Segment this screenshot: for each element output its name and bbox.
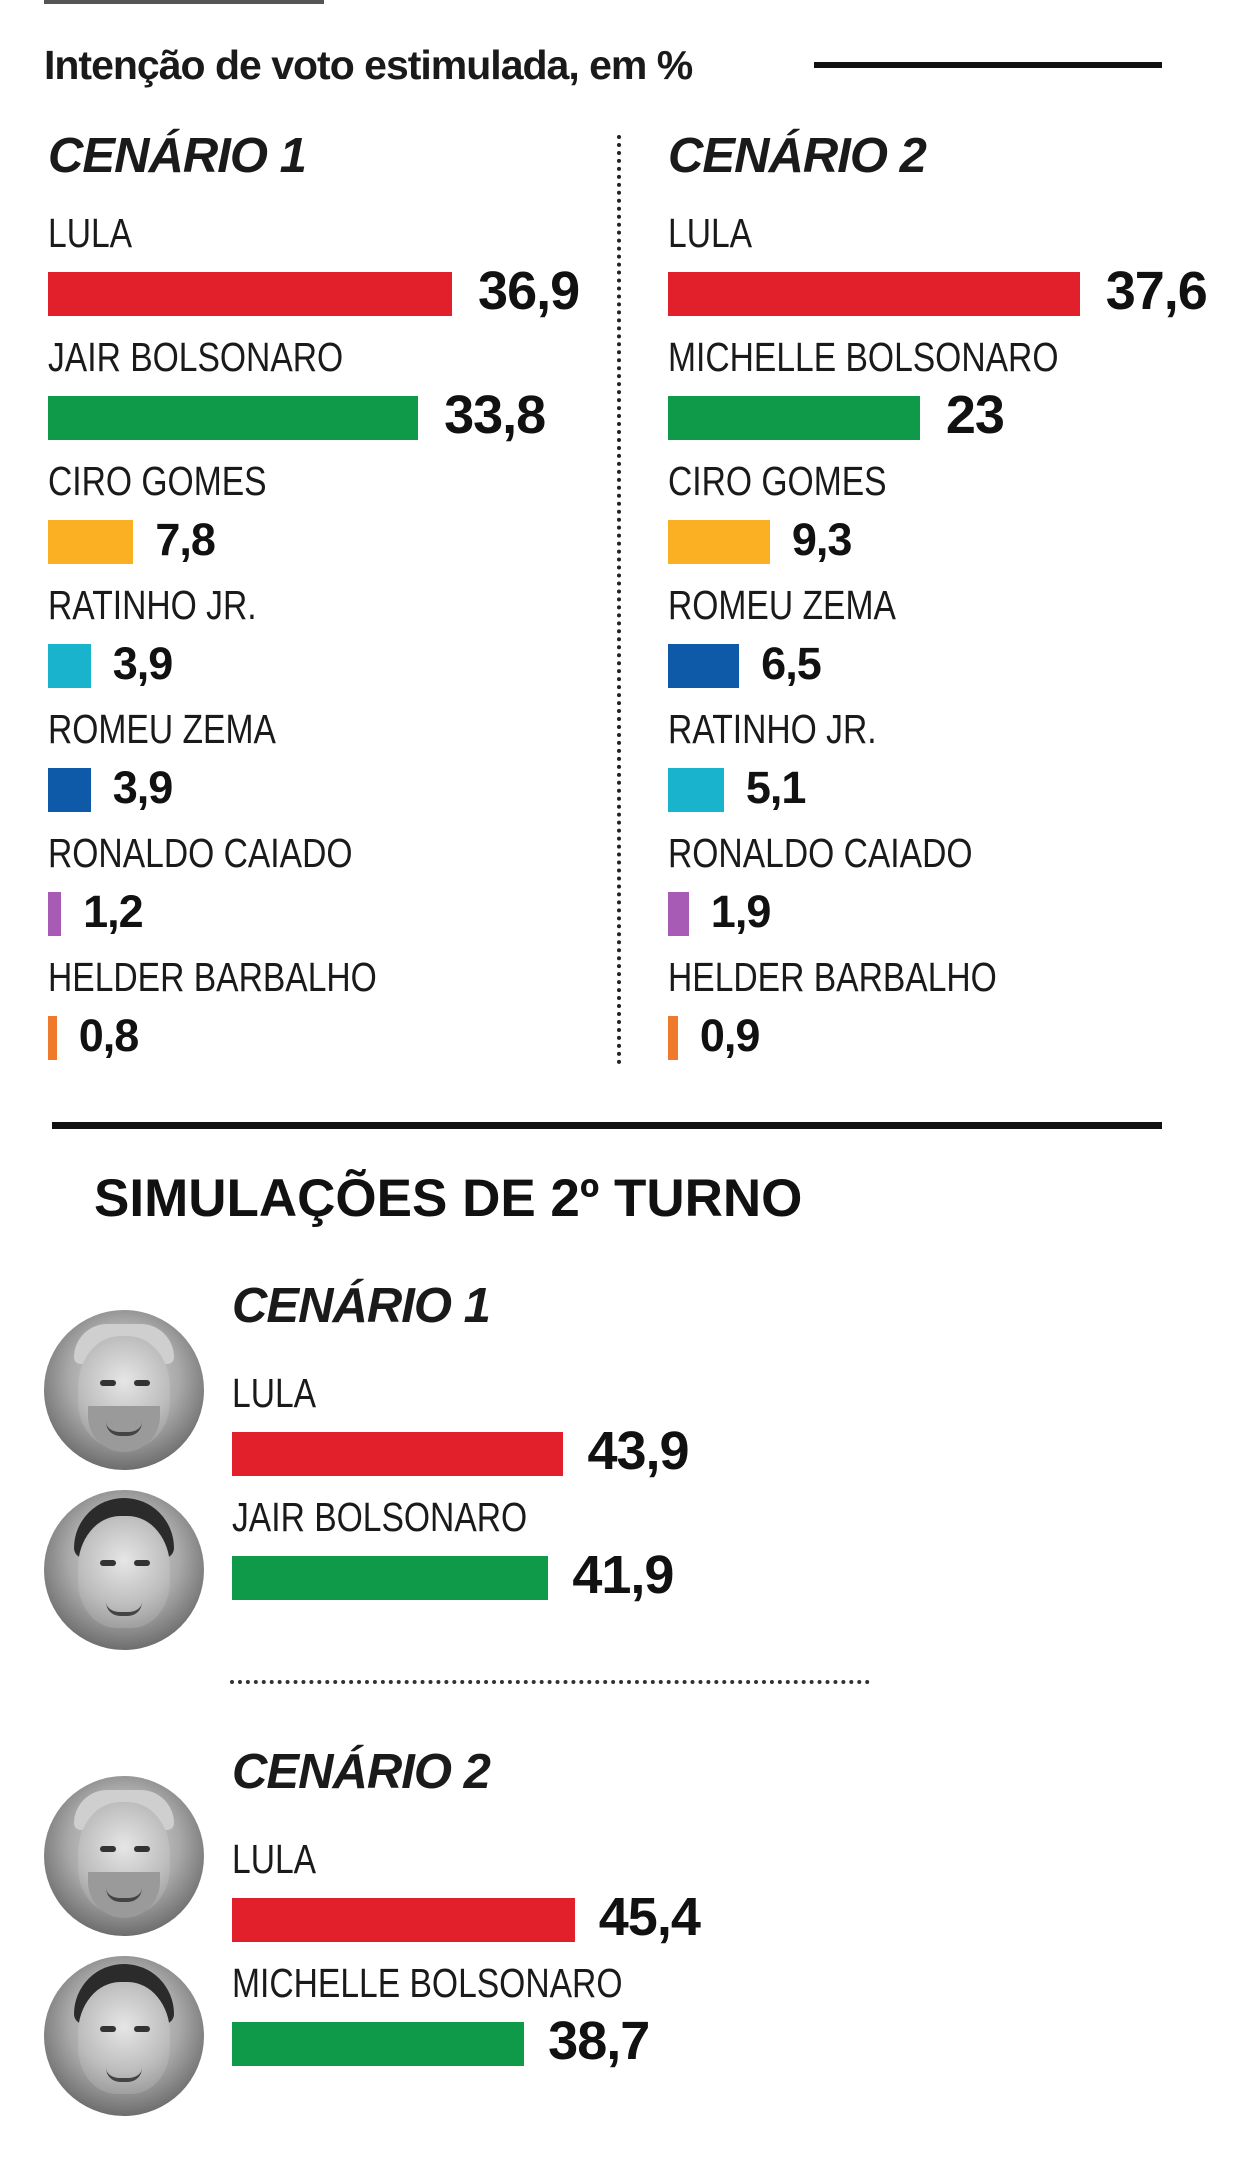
value-label: 23 bbox=[945, 385, 1005, 445]
avatar-eye bbox=[100, 1846, 116, 1852]
bar bbox=[48, 272, 453, 316]
bar bbox=[232, 1432, 564, 1476]
candidate-name: LULA bbox=[668, 210, 753, 256]
bar bbox=[48, 1016, 57, 1060]
scenario-title: CENÁRIO 1 bbox=[48, 129, 307, 183]
avatar-eye bbox=[134, 1560, 150, 1566]
candidate-name: HELDER BARBALHO bbox=[668, 954, 997, 1000]
candidate-name: ROMEU ZEMA bbox=[668, 582, 896, 628]
bar bbox=[232, 1898, 575, 1942]
candidate-name: RATINHO JR. bbox=[48, 582, 257, 628]
avatar-mouth bbox=[106, 1602, 142, 1616]
subtitle-rule bbox=[814, 62, 1162, 68]
avatar-eye bbox=[100, 1560, 116, 1566]
bar bbox=[48, 768, 91, 812]
avatar-eye bbox=[134, 1846, 150, 1852]
value-label: 36,9 bbox=[478, 261, 580, 321]
bar bbox=[668, 1016, 678, 1060]
value-label: 9,3 bbox=[791, 514, 853, 565]
section-rule bbox=[52, 1122, 1162, 1129]
lula-photo-icon bbox=[44, 1776, 204, 1936]
bar bbox=[668, 768, 724, 812]
bar bbox=[232, 2022, 525, 2066]
candidate-name: LULA bbox=[48, 210, 133, 256]
candidate-name: HELDER BARBALHO bbox=[48, 954, 377, 1000]
avatar-eye bbox=[100, 2026, 116, 2032]
bar bbox=[668, 892, 689, 936]
avatar-eye bbox=[100, 1380, 116, 1386]
value-label: 3,9 bbox=[112, 638, 174, 689]
value-label: 43,9 bbox=[587, 1421, 689, 1481]
bar bbox=[232, 1556, 549, 1600]
value-label: 0,9 bbox=[699, 1010, 761, 1061]
avatar-mouth bbox=[106, 1888, 142, 1902]
runoff-scenario-title: CENÁRIO 1 bbox=[232, 1279, 491, 1333]
candidate-name: CIRO GOMES bbox=[668, 458, 887, 504]
avatar-eye bbox=[134, 1380, 150, 1386]
cropped-header-text bbox=[44, 0, 344, 6]
candidate-name: MICHELLE BOLSONARO bbox=[232, 1960, 623, 2006]
bar bbox=[668, 644, 740, 688]
value-label: 7,8 bbox=[155, 514, 216, 565]
candidate-name: LULA bbox=[232, 1370, 317, 1416]
bar bbox=[668, 396, 920, 440]
michelle-bolsonaro-photo-icon bbox=[44, 1956, 204, 2116]
runoff-divider bbox=[230, 1680, 870, 1684]
value-label: 5,1 bbox=[745, 762, 807, 813]
candidate-name: RATINHO JR. bbox=[668, 706, 877, 752]
value-label: 37,6 bbox=[1105, 261, 1208, 321]
lula-photo-icon bbox=[44, 1310, 204, 1470]
bar bbox=[48, 396, 419, 440]
bar bbox=[48, 644, 91, 688]
candidate-name: JAIR BOLSONARO bbox=[48, 334, 344, 380]
runoff-section-title: SIMULAÇÕES DE 2º TURNO bbox=[94, 1169, 803, 1228]
value-label: 38,7 bbox=[548, 2011, 650, 2071]
candidate-name: LULA bbox=[232, 1836, 317, 1882]
avatar-mouth bbox=[106, 2068, 142, 2082]
jair-bolsonaro-photo-icon bbox=[44, 1490, 204, 1650]
candidate-name: RONALDO CAIADO bbox=[48, 830, 353, 876]
value-label: 33,8 bbox=[444, 385, 546, 445]
candidate-name: JAIR BOLSONARO bbox=[232, 1494, 528, 1540]
bar bbox=[48, 520, 134, 564]
candidate-name: RONALDO CAIADO bbox=[668, 830, 973, 876]
scenario-title: CENÁRIO 2 bbox=[668, 129, 927, 183]
candidate-name: ROMEU ZEMA bbox=[48, 706, 276, 752]
value-label: 6,5 bbox=[761, 638, 822, 689]
bar bbox=[668, 520, 770, 564]
value-label: 45,4 bbox=[598, 1887, 701, 1947]
bar bbox=[48, 892, 62, 936]
value-label: 1,9 bbox=[710, 886, 772, 937]
candidate-name: MICHELLE BOLSONARO bbox=[668, 334, 1059, 380]
value-label: 0,8 bbox=[78, 1010, 140, 1061]
avatar-mouth bbox=[106, 1422, 142, 1436]
value-label: 41,9 bbox=[572, 1545, 674, 1605]
value-label: 3,9 bbox=[112, 762, 174, 813]
candidate-name: CIRO GOMES bbox=[48, 458, 267, 504]
avatar-eye bbox=[134, 2026, 150, 2032]
runoff-scenario-title: CENÁRIO 2 bbox=[232, 1745, 491, 1799]
chart-subtitle: Intenção de voto estimulada, em % bbox=[44, 42, 693, 88]
value-label: 1,2 bbox=[83, 886, 144, 937]
scenario-divider bbox=[617, 135, 621, 1065]
bar bbox=[668, 272, 1080, 316]
